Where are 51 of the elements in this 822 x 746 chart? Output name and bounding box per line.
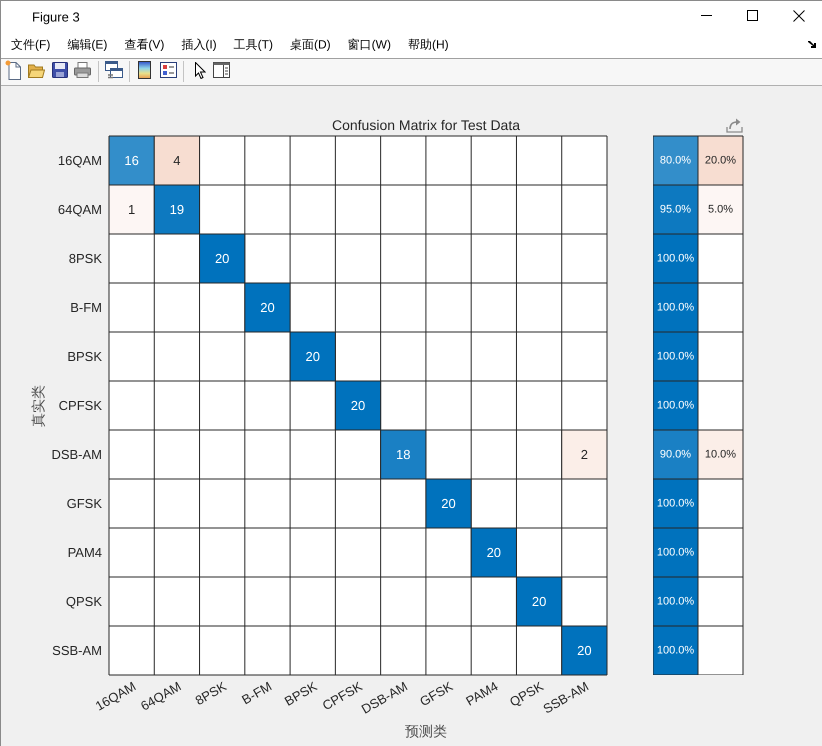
data-label: 100.0% — [656, 498, 694, 510]
data-label: 20 — [532, 594, 546, 609]
text: 工具(T) — [234, 36, 273, 54]
x-axis-title: 预测类 — [405, 723, 447, 741]
data-label: 100.0% — [656, 252, 694, 264]
data-label: 20.0% — [704, 154, 736, 166]
y-tick-label: CPFSK — [58, 398, 102, 413]
text: 桌面(D) — [290, 36, 331, 54]
data-label: 4 — [173, 153, 181, 168]
text: 查看(V) — [124, 36, 164, 54]
data-label: 19 — [170, 202, 184, 217]
data-label: 100.0% — [656, 644, 694, 656]
chart-title: Confusion Matrix for Test Data — [332, 117, 520, 133]
data-label: 18 — [396, 447, 411, 462]
y-tick-label: GFSK — [66, 496, 102, 511]
data-label: 5.0% — [708, 204, 734, 216]
data-label: 100.0% — [656, 596, 694, 608]
y-tick-label: 8PSK — [68, 251, 102, 266]
data-label: 2 — [580, 447, 588, 462]
y-tick-label: PAM4 — [68, 545, 102, 560]
y-axis-title: 真实类 — [30, 384, 47, 426]
y-tick-label: BPSK — [67, 349, 102, 364]
y-tick-label: B-FM — [70, 300, 102, 315]
text: 文件(F) — [11, 36, 50, 54]
text: 插入(I) — [181, 36, 217, 54]
data-label: 16 — [124, 153, 139, 168]
data-label: 20 — [260, 300, 275, 315]
y-tick-label: 16QAM — [58, 153, 102, 168]
data-label: 1 — [128, 202, 136, 217]
data-label: 10.0% — [704, 448, 736, 460]
y-tick-label: 64QAM — [58, 202, 102, 217]
data-label: 20 — [577, 643, 592, 658]
text: 帮助(H) — [408, 36, 449, 54]
data-label: 100.0% — [656, 546, 694, 558]
data-label: 20 — [441, 496, 456, 511]
data-label: 100.0% — [656, 302, 694, 314]
data-label: 20 — [214, 251, 230, 266]
text: 窗口(W) — [348, 36, 391, 54]
data-label: 80.0% — [660, 154, 692, 166]
data-label: 95.0% — [660, 204, 692, 216]
data-label: 90.0% — [660, 448, 692, 460]
y-tick-label: SSB-AM — [52, 643, 102, 658]
caption: Figure 3 — [32, 10, 80, 24]
data-label: 20 — [305, 349, 320, 364]
data-label: 100.0% — [656, 350, 694, 362]
data-label: 20 — [350, 398, 366, 413]
data-label: 20 — [486, 545, 502, 560]
y-tick-label: DSB-AM — [51, 447, 102, 462]
data-label: 100.0% — [656, 400, 694, 412]
text: 编辑(E) — [67, 36, 108, 54]
y-tick-label: QPSK — [66, 594, 102, 609]
